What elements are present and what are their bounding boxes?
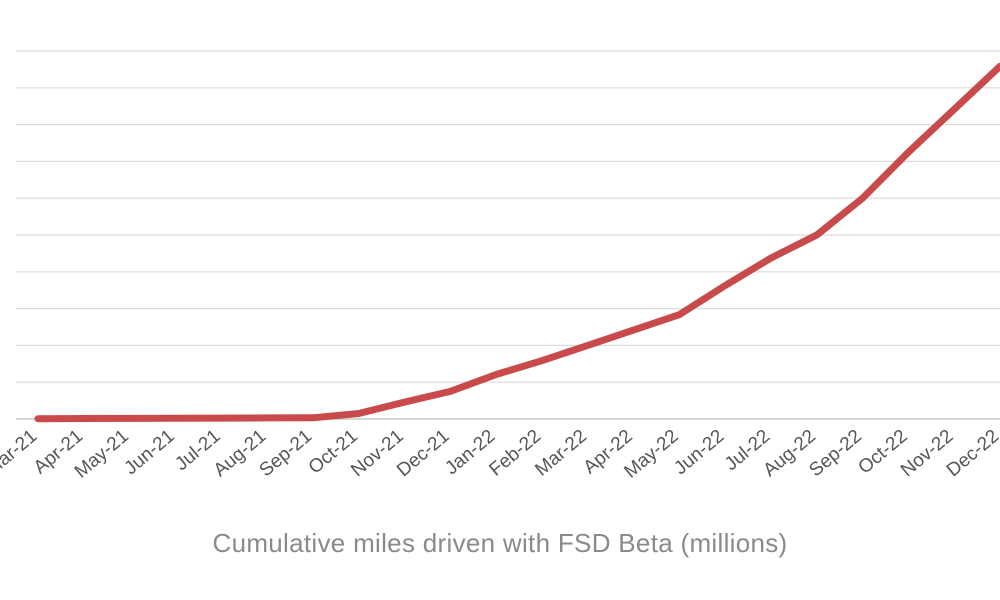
series-line <box>34 62 1000 423</box>
x-tick-label: Jun-22 <box>670 426 728 479</box>
x-tick-label: Sep-21 <box>256 426 316 481</box>
x-tick-label: Mar-21 <box>0 426 41 481</box>
series-layer <box>34 62 1000 423</box>
x-tick-label: Feb-22 <box>486 426 546 481</box>
x-axis-title: Cumulative miles driven with FSD Beta (m… <box>212 528 788 558</box>
x-tick-label: Dec-22 <box>943 426 1000 481</box>
x-tick-label: Mar-22 <box>531 426 591 481</box>
x-tick-label: Sep-22 <box>805 426 865 481</box>
x-tick-label: Dec-21 <box>393 426 453 481</box>
gridlines <box>16 50 1000 420</box>
x-tick-label: Jun-21 <box>121 426 179 479</box>
x-tick-labels: Mar-21Apr-21May-21Jun-21Jul-21Aug-21Sep-… <box>0 426 1000 483</box>
